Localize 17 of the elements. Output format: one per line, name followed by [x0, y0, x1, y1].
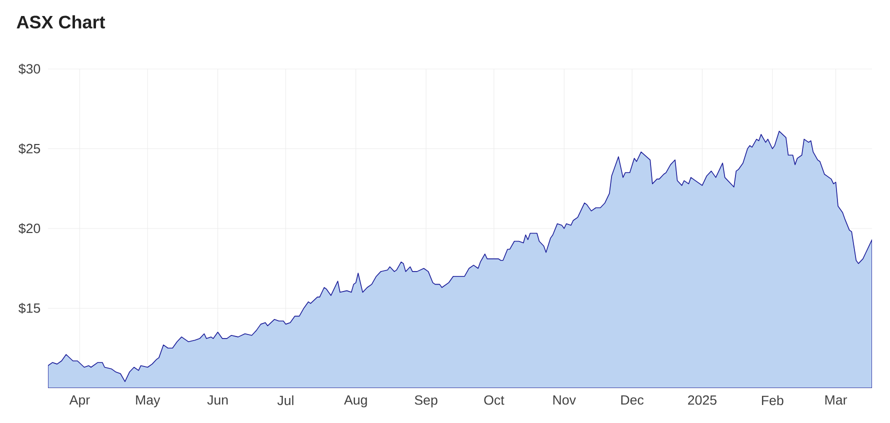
- y-tick-label: $25: [18, 143, 40, 154]
- x-tick-label: Mar: [825, 395, 848, 405]
- x-tick-label: Apr: [69, 395, 90, 408]
- y-tick-label: $15: [18, 302, 40, 314]
- x-tick-label: Jun: [207, 395, 228, 405]
- x-tick-label: Nov: [553, 395, 576, 405]
- x-tick-label: Sep: [414, 395, 438, 408]
- x-tick-label: 2025: [688, 395, 716, 405]
- y-tick-label: $20: [18, 223, 40, 234]
- x-tick-label: Feb: [762, 395, 784, 406]
- x-tick-label: Jul: [277, 395, 294, 406]
- x-tick-label: Dec: [621, 395, 644, 405]
- chart-title: ASX Chart: [16, 15, 106, 28]
- x-tick-label: Oct: [484, 395, 504, 405]
- y-tick-label: $30: [18, 64, 40, 74]
- x-tick-label: May: [136, 395, 160, 408]
- x-tick-label: Aug: [344, 395, 367, 408]
